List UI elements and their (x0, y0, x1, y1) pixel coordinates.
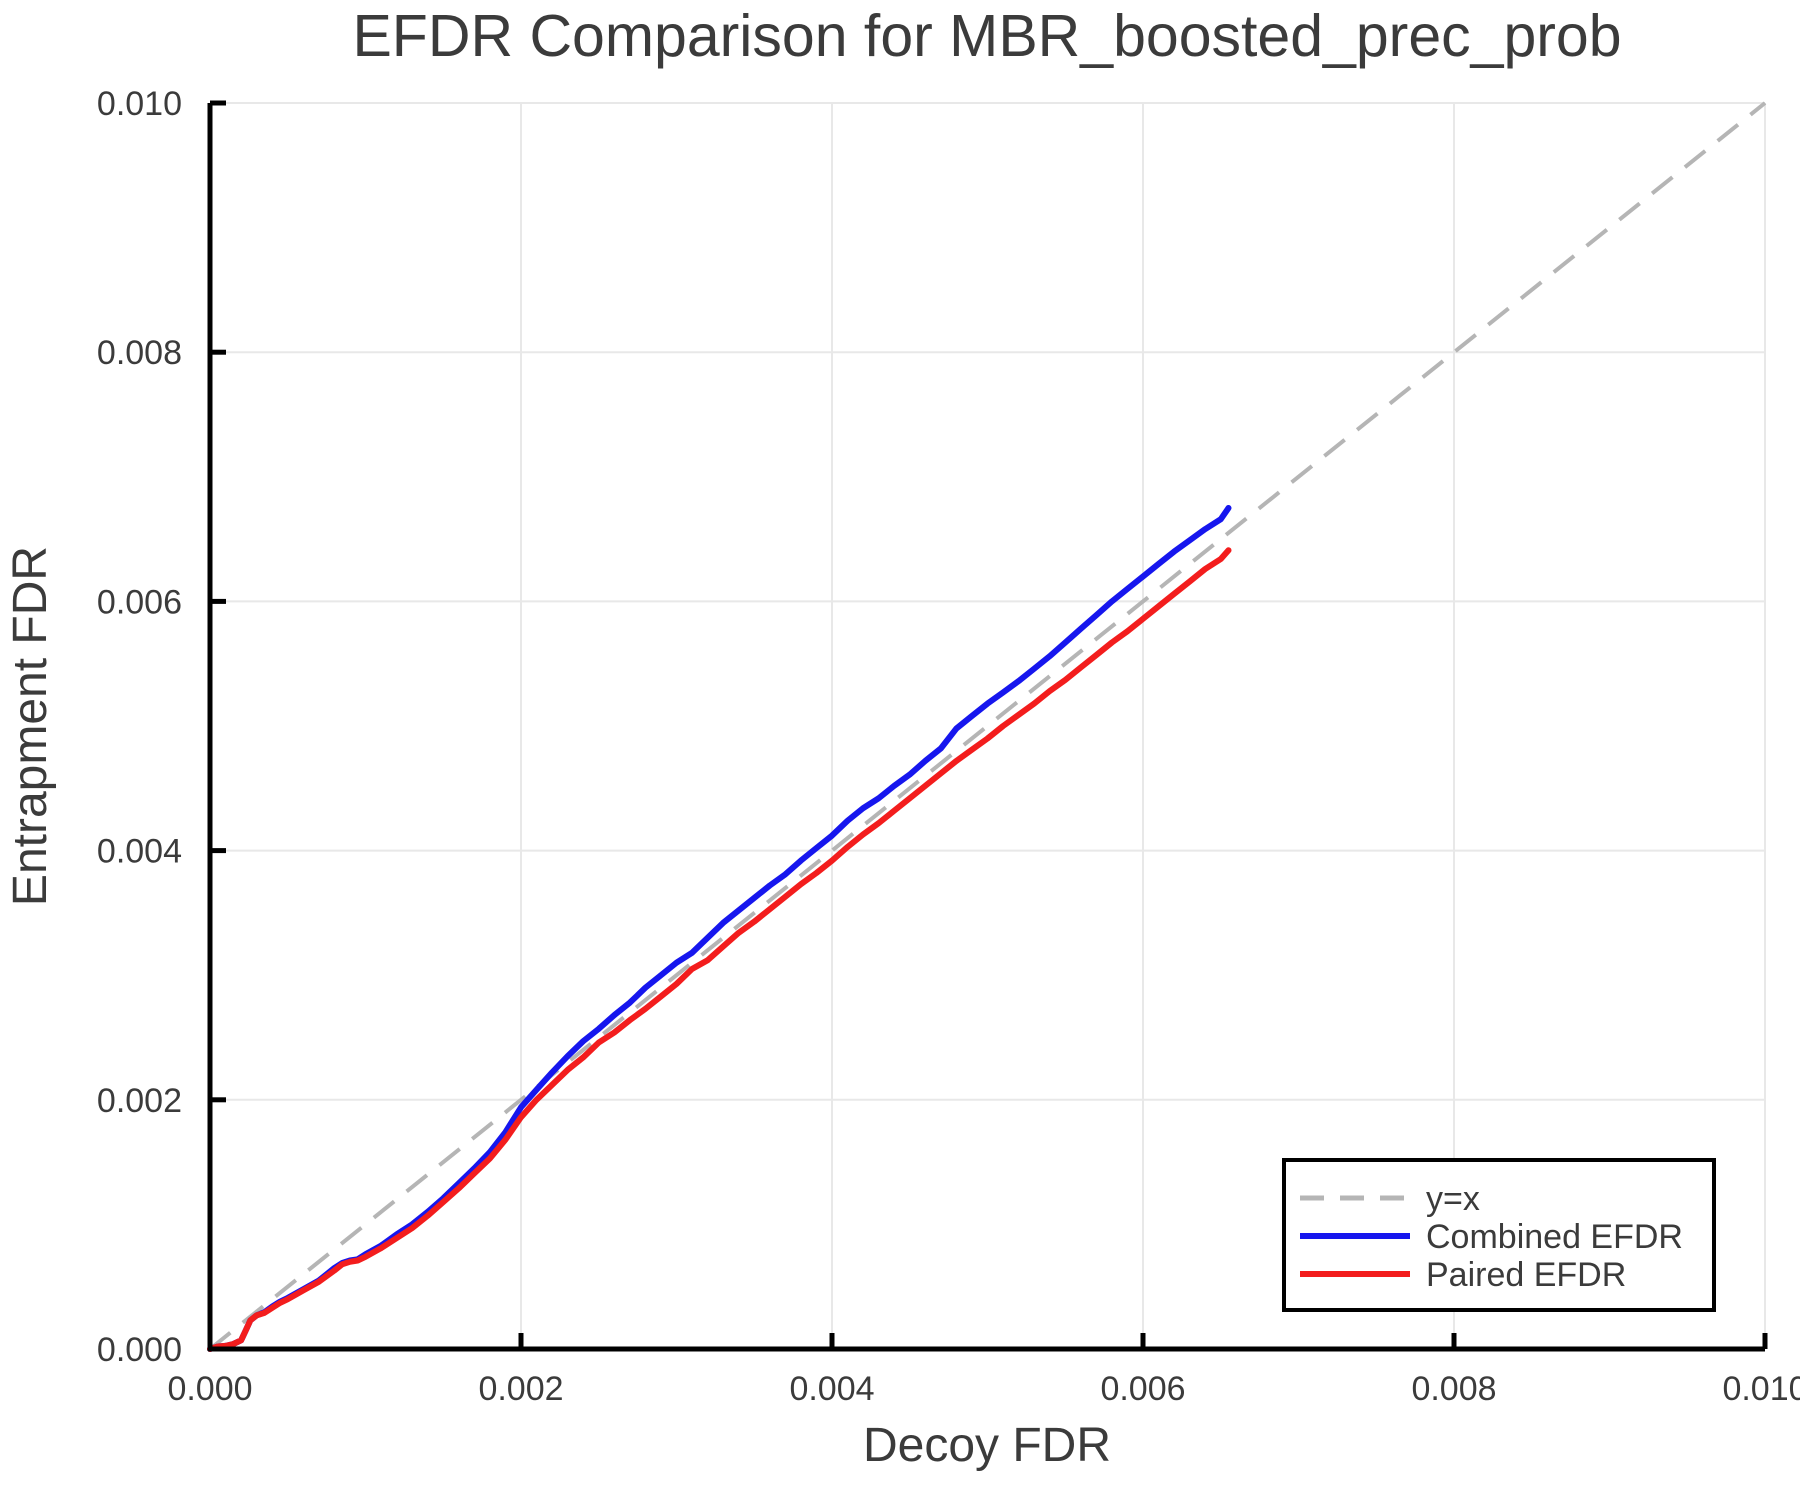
y-tick-label: 0.010 (97, 85, 182, 123)
legend-label-combined-efdr: Combined EFDR (1426, 1218, 1683, 1256)
x-tick-label: 0.008 (1411, 1370, 1496, 1408)
combined-efdr-line (207, 505, 1232, 1352)
grid-layer (210, 102, 1766, 1349)
y-axis-label: Entrapment FDR (4, 546, 57, 906)
x-tick-label: 0.002 (478, 1370, 563, 1408)
y-tick-label: 0.004 (97, 833, 182, 871)
y-tick-label: 0.000 (97, 1331, 182, 1369)
data-layer (207, 101, 1767, 1352)
y-tick-label: 0.008 (97, 334, 182, 372)
legend-label-y-x: y=x (1426, 1180, 1480, 1218)
x-tick-label: 0.010 (1722, 1370, 1800, 1408)
legend-label-paired-efdr: Paired EFDR (1426, 1256, 1626, 1294)
axis-layer: 0.000 0.002 0.004 0.006 0.008 0.010 0.000 0.002… (97, 85, 1800, 1408)
chart-title: EFDR Comparison for MBR_boosted_prec_pro… (352, 3, 1621, 69)
y-tick-label: 0.002 (97, 1082, 182, 1120)
identity-line (208, 101, 1767, 1351)
paired-efdr-line (207, 547, 1232, 1352)
x-tick-label: 0.004 (789, 1370, 874, 1408)
x-axis-label: Decoy FDR (863, 1419, 1111, 1472)
x-tick-label: 0.000 (167, 1370, 252, 1408)
x-tick-label: 0.006 (1100, 1370, 1185, 1408)
y-tick-label: 0.006 (97, 583, 182, 621)
